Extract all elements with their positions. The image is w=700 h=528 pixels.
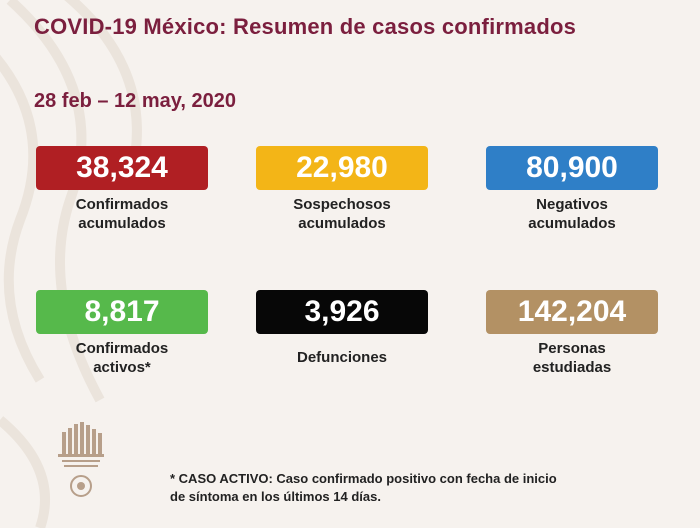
stat-label-line: Confirmados [75, 340, 169, 357]
stat-value: 22,980 [256, 146, 428, 190]
stat-value: 8,817 [36, 290, 208, 334]
stat-label-line: Defunciones [296, 349, 387, 366]
stat-label-line: Negativos [536, 196, 608, 213]
stat-confirmed-cumulative: 38,324 Confirmados acumulados [36, 146, 208, 233]
page-title: COVID-19 México: Resumen de casos confir… [34, 14, 577, 39]
stat-label-line: Personas [538, 340, 606, 357]
stat-label: Confirmados acumulados [36, 195, 208, 233]
stat-label: Defunciones [256, 348, 428, 367]
stat-deaths: 3,926 Defunciones [256, 290, 428, 367]
stat-value: 3,926 [256, 290, 428, 334]
stat-confirmed-active: 8,817 Confirmados activos* [36, 290, 208, 377]
stat-label-line: acumulados [298, 215, 386, 232]
stat-value: 142,204 [486, 290, 658, 334]
government-emblem-logo [58, 422, 104, 497]
stat-label-line: Sospechosos [293, 196, 391, 213]
stat-label: Sospechosos acumulados [256, 195, 428, 233]
stat-label: Confirmados activos* [36, 339, 208, 377]
stat-label-line: activos* [93, 359, 151, 376]
stat-label: Negativos acumulados [486, 195, 658, 233]
footnote-line: * CASO ACTIVO: Caso confirmado positivo … [170, 471, 557, 486]
stat-label-line: acumulados [78, 215, 166, 232]
footnote: * CASO ACTIVO: Caso confirmado positivo … [170, 470, 557, 506]
stat-label-line: estudiadas [532, 359, 612, 376]
stat-label: Personas estudiadas [486, 339, 658, 377]
stat-label-line: acumulados [528, 215, 616, 232]
stat-people-studied: 142,204 Personas estudiadas [486, 290, 658, 377]
footnote-line: de síntoma en los últimos 14 días. [170, 489, 381, 504]
stat-value: 38,324 [36, 146, 208, 190]
stat-suspected-cumulative: 22,980 Sospechosos acumulados [256, 146, 428, 233]
date-range: 28 feb – 12 may, 2020 [34, 90, 236, 112]
stat-negative-cumulative: 80,900 Negativos acumulados [486, 146, 658, 233]
stat-label-line: Confirmados [75, 196, 169, 213]
stat-value: 80,900 [486, 146, 658, 190]
